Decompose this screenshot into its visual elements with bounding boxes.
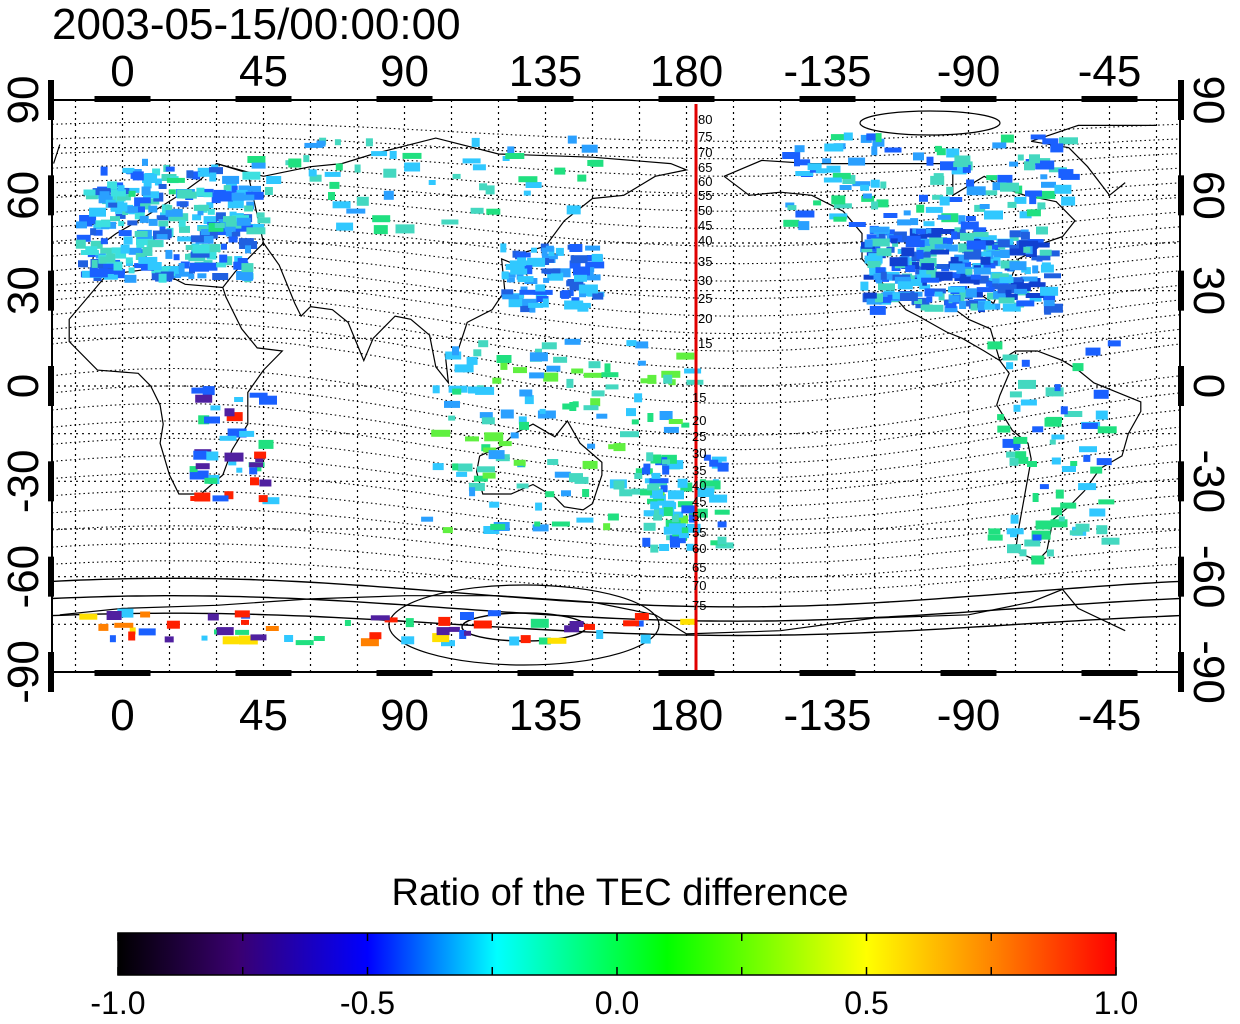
colorbar-ticks xyxy=(117,933,1117,975)
left-latitude-label: -60 xyxy=(0,545,48,609)
left-latitude-label: 30 xyxy=(0,266,48,315)
contour-label: 65 xyxy=(692,560,706,575)
contour-label: 45 xyxy=(698,218,712,233)
contour-label: 35 xyxy=(692,463,706,478)
contour-label: 70 xyxy=(692,578,706,593)
contour-label: 20 xyxy=(698,311,712,326)
left-latitude-label: 90 xyxy=(0,76,48,125)
top-longitude-label: 135 xyxy=(509,47,582,96)
top-longitude-label: -45 xyxy=(1078,47,1142,96)
top-longitude-label: 0 xyxy=(110,47,134,96)
contour-label: 65 xyxy=(698,160,712,175)
contour-label: 40 xyxy=(698,233,712,248)
left-latitude-label: 0 xyxy=(0,374,48,398)
right-latitude-label: 0 xyxy=(1184,374,1233,398)
contour-label: 55 xyxy=(698,188,712,203)
bottom-longitude-label: 135 xyxy=(509,691,582,740)
contour-label: 75 xyxy=(698,129,712,144)
right-latitude-label: 30 xyxy=(1184,266,1233,315)
contour-label: 35 xyxy=(698,254,712,269)
colorbar-tick-label: 0.5 xyxy=(844,985,889,1021)
top-longitude-label: 180 xyxy=(650,47,723,96)
contour-label: 25 xyxy=(698,291,712,306)
bottom-longitude-label: -45 xyxy=(1078,691,1142,740)
top-longitude-label: -135 xyxy=(783,47,871,96)
colorbar-tick-label: 1.0 xyxy=(1093,985,1139,1021)
right-latitude-label: -60 xyxy=(1184,545,1233,609)
left-latitude-label: 60 xyxy=(0,171,48,220)
colorbar-tick-label: -1.0 xyxy=(90,985,146,1021)
frame-tick-bars xyxy=(48,80,1184,692)
bottom-longitude-labels: 0 45 90 135 180 -135 -90 -45 xyxy=(110,691,1141,740)
colorbar-tick-label: 0.0 xyxy=(594,985,640,1021)
contour-label: 20 xyxy=(692,413,706,428)
bottom-longitude-label: 0 xyxy=(110,691,134,740)
contour-label: 25 xyxy=(692,429,706,444)
top-longitude-labels: 0 45 90 135 180 -135 -90 -45 xyxy=(110,47,1141,96)
right-latitude-labels: 90 60 30 0 -30 -60 -90 xyxy=(1184,76,1233,704)
left-latitude-label: -90 xyxy=(0,640,48,704)
right-latitude-label: 60 xyxy=(1184,171,1233,220)
contour-label: 40 xyxy=(692,478,706,493)
contour-label: 75 xyxy=(692,598,706,613)
right-latitude-label: -30 xyxy=(1184,450,1233,514)
contour-label: 30 xyxy=(692,446,706,461)
top-longitude-label: 90 xyxy=(380,47,429,96)
contour-label: 55 xyxy=(692,525,706,540)
right-latitude-label: -90 xyxy=(1184,640,1233,704)
contour-label: 30 xyxy=(698,273,712,288)
tec-data-cells xyxy=(75,132,1121,647)
page-title: 2003-05-15/00:00:00 xyxy=(52,0,461,49)
contour-label: 60 xyxy=(698,174,712,189)
bottom-longitude-label: -90 xyxy=(937,691,1001,740)
contour-label: 80 xyxy=(698,112,712,127)
contour-labels: 8075706560555045403530252015152025303540… xyxy=(692,112,712,613)
contour-label: 70 xyxy=(698,145,712,160)
left-latitude-label: -30 xyxy=(0,450,48,514)
top-longitude-label: 45 xyxy=(239,47,288,96)
contour-label: 50 xyxy=(692,509,706,524)
right-latitude-label: 90 xyxy=(1184,76,1233,125)
contour-label: 45 xyxy=(692,494,706,509)
bottom-longitude-label: -135 xyxy=(783,691,871,740)
contour-label: 50 xyxy=(698,203,712,218)
colorbar-title: Ratio of the TEC difference xyxy=(391,872,849,914)
contour-label: 15 xyxy=(692,390,706,405)
bottom-longitude-label: 180 xyxy=(650,691,723,740)
left-latitude-labels: 90 60 30 0 -30 -60 -90 xyxy=(0,76,48,704)
colorbar-tick-label: -0.5 xyxy=(339,985,396,1021)
contour-label: 15 xyxy=(698,336,712,351)
bottom-longitude-label: 45 xyxy=(239,691,288,740)
bottom-longitude-label: 90 xyxy=(380,691,429,740)
top-longitude-label: -90 xyxy=(937,47,1001,96)
contour-label: 60 xyxy=(692,541,706,556)
